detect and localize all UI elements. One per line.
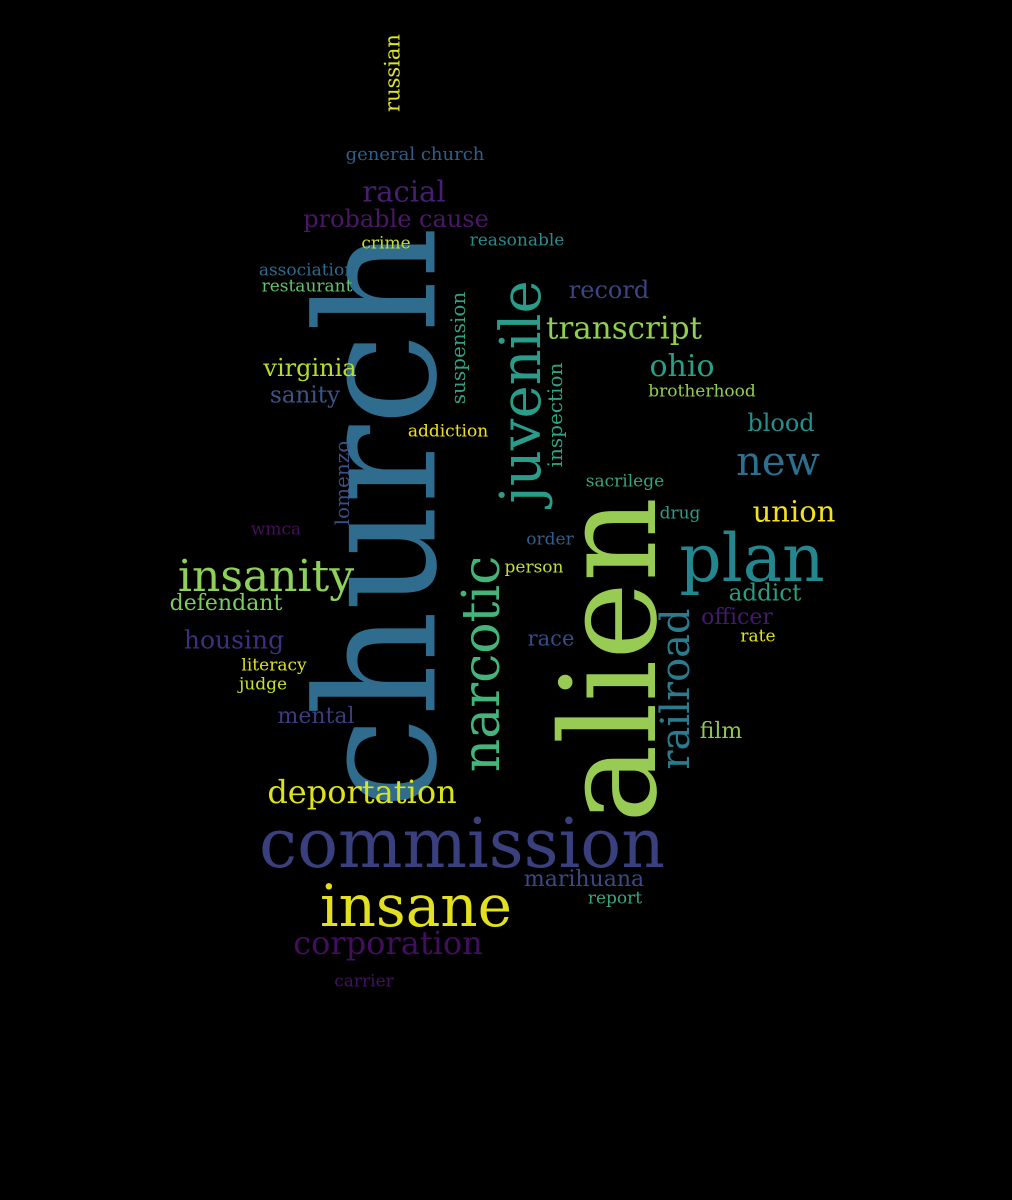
word-union: union [752, 494, 836, 529]
word-juvenile: juvenile [489, 280, 554, 504]
word-reasonable: reasonable [469, 230, 565, 251]
word-commission: commission [258, 805, 666, 884]
word-report: report [587, 888, 643, 909]
word-carrier: carrier [334, 971, 394, 992]
word-suspension: suspension [446, 291, 470, 405]
word-housing: housing [183, 625, 285, 655]
word-addiction: addiction [407, 421, 489, 442]
word-deportation: deportation [267, 773, 457, 811]
word-sacrilege: sacrilege [585, 471, 665, 492]
word-railroad: railroad [653, 608, 699, 770]
word-plan: plan [679, 520, 825, 597]
word-order: order [526, 529, 574, 550]
word-virginia: virginia [263, 354, 357, 382]
word-ohio: ohio [649, 349, 715, 384]
word-record: record [568, 276, 650, 304]
word-insane: insane [320, 872, 512, 940]
word-lomenzo: lomenzo [330, 440, 354, 526]
word-association: association [258, 260, 356, 281]
word-addict: addict [728, 580, 802, 607]
word-mental: mental [277, 704, 355, 729]
word-wmca: wmca [250, 519, 302, 540]
word-literacy: literacy [241, 655, 307, 676]
word-crime: crime [361, 233, 411, 254]
word-racial: racial [362, 174, 446, 209]
word-narcotic: narcotic [452, 555, 512, 773]
word-general-church: general church [345, 144, 485, 165]
word-inspection: inspection [543, 362, 567, 468]
word-sanity: sanity [270, 382, 340, 409]
word-transcript: transcript [545, 310, 703, 347]
word-new: new [736, 439, 820, 485]
word-brotherhood: brotherhood [648, 381, 756, 402]
word-film: film [699, 719, 743, 744]
word-corporation: corporation [293, 924, 483, 962]
word-officer: officer [701, 605, 773, 630]
word-drug: drug [659, 503, 701, 524]
word-probable-cause: probable cause [303, 205, 489, 233]
word-marihuana: marihuana [523, 867, 645, 892]
word-person: person [504, 557, 564, 578]
word-judge: judge [238, 674, 288, 695]
word-defendant: defendant [169, 591, 283, 616]
word-insanity: insanity [177, 551, 355, 602]
word-restaurant: restaurant [261, 276, 353, 297]
word-race: race [527, 626, 575, 651]
word-blood: blood [747, 409, 815, 437]
word-russian: russian [380, 34, 405, 112]
word-rate: rate [740, 626, 776, 647]
